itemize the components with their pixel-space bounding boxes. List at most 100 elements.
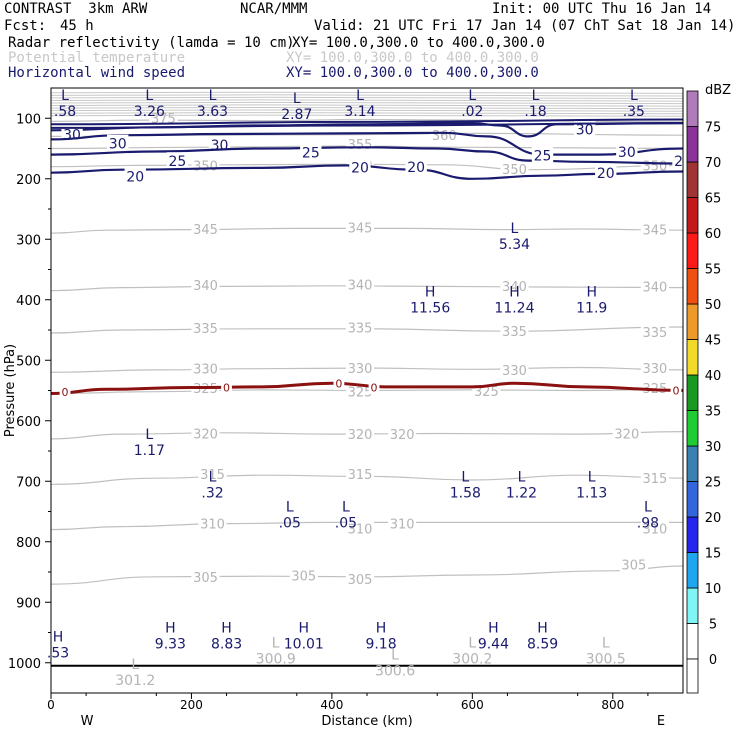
- theta-label-335-0-bg: [191, 320, 220, 336]
- theta-label-315-1-bg: [345, 466, 375, 482]
- extremum-value-10: 11.24: [494, 301, 534, 317]
- theta-label-340-3: 340: [642, 280, 667, 295]
- x-tick-label-400: 400: [320, 698, 343, 712]
- extremum-value-18: 1.13: [576, 485, 607, 501]
- theta-label-330-3-bg: [640, 360, 670, 376]
- colorbar-group: dBZ 0 5 10 15 20 25 30 35 40 45 50 55 60 65 70 75: [686, 83, 731, 694]
- colorbar-label-5: 5: [709, 618, 717, 633]
- theta-extremum-value-0: 300.9: [256, 652, 296, 668]
- x-tick-label-200: 200: [180, 698, 203, 712]
- extremum-kind-12: L: [145, 427, 153, 443]
- colorbar-swatch-6: [686, 410, 699, 447]
- theta-label-335-1-bg: [345, 319, 375, 336]
- theta-label-335-2: 335: [502, 325, 527, 340]
- y-tick-label-400: 400: [16, 294, 41, 309]
- theta-label-320-3-bg: [612, 425, 641, 442]
- theta-label-330-1-bg: [345, 360, 375, 376]
- theta-label-340-1: 340: [348, 279, 373, 294]
- theta-label-315-2-bg: [640, 470, 670, 487]
- field-xy-theta: XY= 100.0,300.0 to 400.0,300.0: [286, 50, 539, 66]
- colorbar-label-15: 15: [705, 547, 722, 562]
- y-tick-label-200: 200: [16, 173, 41, 188]
- theta-label-325-3-bg: [640, 380, 670, 396]
- wind-label-30-1-0: 30: [109, 136, 127, 152]
- theta-label-320-1-bg: [345, 426, 375, 442]
- x-tick-label-600: 600: [461, 698, 484, 712]
- theta-extremum-kind-4: L: [131, 657, 139, 673]
- colorbar-swatch-13: [686, 161, 699, 198]
- colorbar-swatch-7: [686, 374, 699, 411]
- header-valid: Valid: 21 UTC Fri 17 Jan 14 (07 ChT Sat …: [314, 18, 736, 34]
- theta-extremum-kind-0: L: [272, 636, 280, 652]
- extremum-kind-6: L: [532, 88, 540, 104]
- colorbar-swatch-10: [686, 268, 699, 305]
- colorbar-swatch-3: [686, 516, 699, 553]
- extremum-value-9: 11.56: [410, 301, 450, 317]
- y-tick-label-1000: 1000: [8, 657, 41, 672]
- wind-contour-30-1: [51, 131, 683, 156]
- theta-extremum-kind-2: L: [602, 636, 610, 652]
- theta-label-315-1: 315: [348, 468, 373, 483]
- theta-label-315-2: 315: [642, 472, 667, 487]
- theta-contour-group: 3753603553503503503503453453453403403403…: [51, 91, 683, 588]
- theta-contour-320: [51, 431, 683, 440]
- extremum-value-23: 9.18: [365, 637, 396, 653]
- wind-label-20-3-2-bg: [405, 158, 427, 176]
- theta-label-350-3-bg: [640, 157, 670, 174]
- extremum-value-12: 1.17: [134, 443, 165, 459]
- wind-label-30-0-0: 30: [63, 127, 81, 143]
- extremum-kind-22: H: [299, 621, 310, 637]
- theta-label-360-0: 360: [432, 129, 457, 144]
- extremum-value-11: 11.9: [576, 301, 607, 317]
- colorbar-label-50: 50: [705, 298, 722, 313]
- theta-label-345-2: 345: [642, 224, 667, 239]
- extremum-value-26: .53: [47, 646, 69, 662]
- y-tick-label-300: 300: [16, 233, 41, 248]
- field-xy-wind: XY= 100.0,300.0 to 400.0,300.0: [286, 65, 539, 81]
- extremum-value-7: .35: [623, 104, 645, 120]
- extremum-value-15: .05: [335, 516, 357, 532]
- wind-label-20-3-0: 20: [126, 170, 144, 186]
- theta-label-310-2: 310: [390, 518, 415, 533]
- theta-label-340-3-bg: [640, 278, 670, 295]
- wind-core-line-0: [51, 118, 683, 126]
- theta-label-305-3: 305: [621, 559, 646, 574]
- y-axis-label: Pressure (hPa): [3, 344, 18, 437]
- extremum-value-20: 9.33: [155, 637, 186, 653]
- extremum-kind-0: L: [61, 88, 69, 104]
- extremum-value-8: 5.34: [499, 237, 530, 253]
- colorbar-label-25: 25: [705, 476, 722, 491]
- theta-label-320-2-bg: [388, 426, 417, 442]
- wind-label-25-2-2-bg: [531, 146, 554, 164]
- theta-label-325-1-bg: [345, 383, 375, 400]
- reflectivity-label-1-bg: [221, 380, 232, 395]
- extremum-kind-16: L: [461, 469, 469, 485]
- colorbar-swatch-9: [686, 303, 699, 340]
- theta-upper-line-1: [51, 94, 683, 97]
- wind-label-25-2-2: 25: [534, 148, 552, 164]
- theta-label-320-2: 320: [390, 428, 415, 443]
- theta-label-310-2-bg: [388, 515, 417, 532]
- wind-label-25-2-3-bg: [672, 152, 683, 169]
- colorbar-label-70: 70: [705, 156, 722, 171]
- y-tick-label-500: 500: [16, 354, 41, 369]
- reflectivity-label-2: 0: [335, 377, 342, 390]
- theta-label-305-2: 305: [348, 573, 373, 588]
- colorbar-swatch-1: [686, 587, 699, 624]
- theta-label-305-0: 305: [193, 571, 218, 586]
- theta-upper-line-8: [51, 112, 683, 115]
- extremum-kind-13: L: [209, 469, 217, 485]
- field-name-theta: Potential temperature: [8, 50, 186, 66]
- theta-label-335-3-bg: [640, 324, 670, 340]
- extremum-kind-24: H: [488, 621, 499, 637]
- theta-label-310-0-bg: [198, 515, 227, 532]
- theta-label-325-1: 325: [348, 386, 373, 401]
- theta-upper-line-2: [51, 96, 683, 99]
- theta-contour-335: [51, 326, 683, 334]
- theta-label-320-0: 320: [193, 427, 218, 442]
- colorbar-swatch-11: [686, 232, 699, 269]
- reflectivity-label-0-bg: [59, 385, 71, 399]
- extremum-value-1: 3.26: [134, 104, 165, 120]
- reflectivity-label-3-bg: [368, 380, 380, 395]
- wind-core-line-1: [51, 122, 683, 129]
